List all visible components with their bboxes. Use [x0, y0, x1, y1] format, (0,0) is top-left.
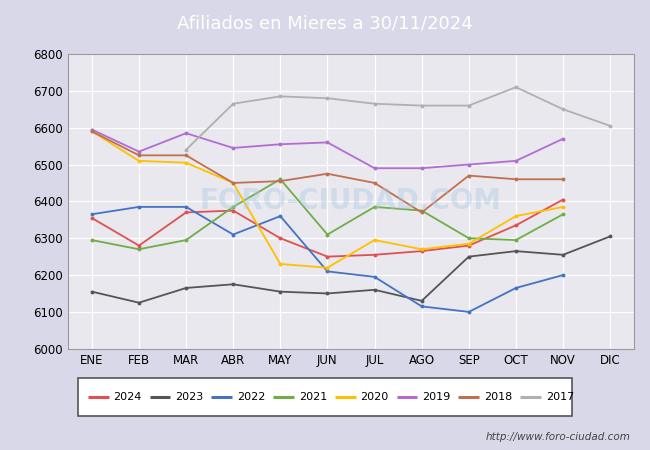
Text: 2022: 2022: [237, 392, 265, 402]
Text: 2023: 2023: [176, 392, 203, 402]
Text: http://www.foro-ciudad.com: http://www.foro-ciudad.com: [486, 432, 630, 442]
Text: Afiliados en Mieres a 30/11/2024: Afiliados en Mieres a 30/11/2024: [177, 14, 473, 33]
Text: 2024: 2024: [114, 392, 142, 402]
Text: 2021: 2021: [299, 392, 327, 402]
Text: 2020: 2020: [361, 392, 389, 402]
Text: 2019: 2019: [422, 392, 450, 402]
Text: 2017: 2017: [546, 392, 574, 402]
Text: 2018: 2018: [484, 392, 512, 402]
Text: FORO-CIUDAD.COM: FORO-CIUDAD.COM: [200, 187, 502, 216]
